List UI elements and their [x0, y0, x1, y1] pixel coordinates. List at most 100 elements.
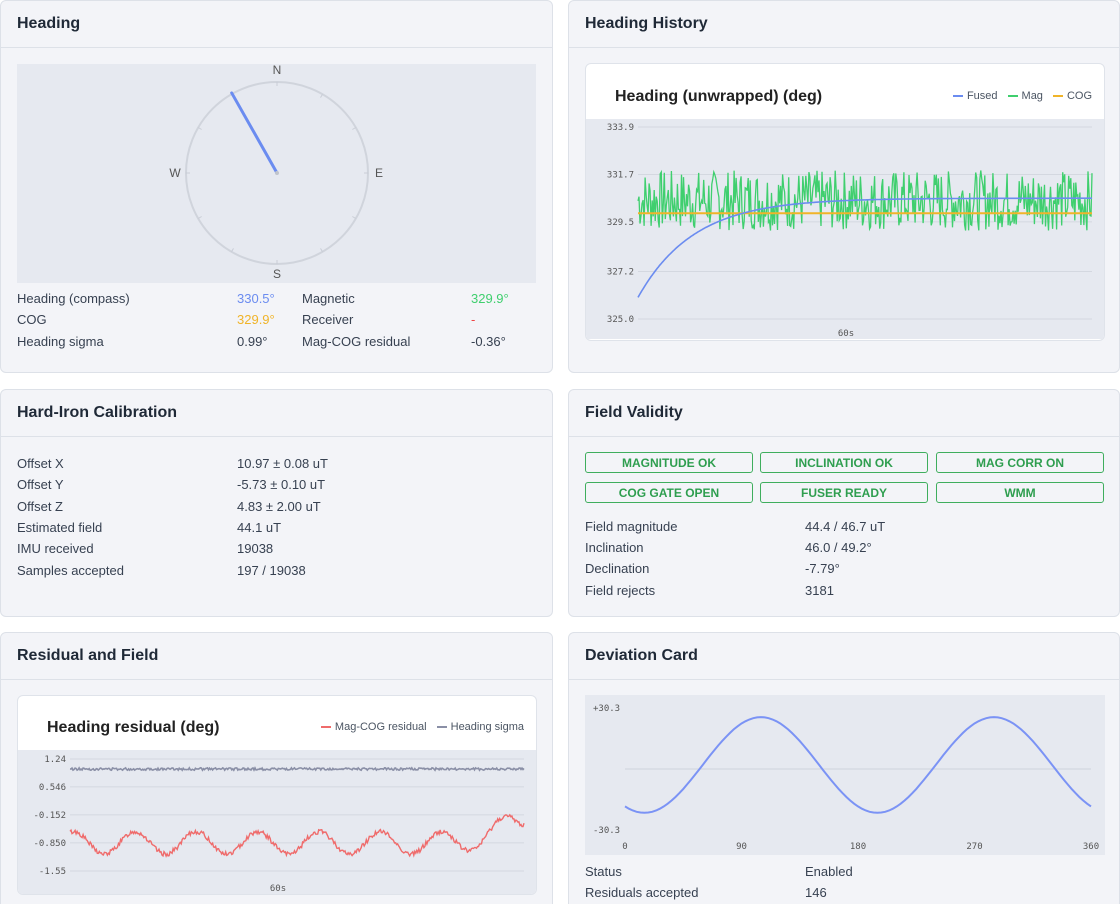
- field-validity-header: Field Validity: [569, 390, 1119, 437]
- badge-inclination-ok: INCLINATION OK: [760, 452, 928, 473]
- residual-chart-title: Heading residual (deg): [47, 719, 220, 736]
- legend-mag-cog-residual-label: Mag-COG residual: [334, 721, 427, 733]
- y-tick-label: -0.152: [33, 811, 66, 821]
- offset-z-label: Offset Z: [17, 499, 63, 514]
- badge-cog-gate-open: COG GATE OPEN: [585, 482, 753, 503]
- compass-tick: [352, 216, 357, 219]
- legend-mag-label: Mag: [1021, 90, 1043, 102]
- compass-tick: [352, 127, 357, 130]
- compass-label-n: N: [273, 64, 282, 77]
- field-magnitude-label: Field magnitude: [585, 519, 678, 534]
- offset-z-value: 4.83 ± 2.00 uT: [237, 499, 321, 514]
- hard-iron-header: Hard-Iron Calibration: [1, 390, 552, 437]
- y-tick-label: -1.55: [39, 867, 66, 877]
- estimated-field-label: Estimated field: [17, 520, 103, 535]
- compass-label-e: E: [375, 166, 383, 180]
- badge-mag-corr-on: MAG CORR ON: [936, 452, 1104, 473]
- legend-cog[interactable]: COG: [1052, 90, 1092, 102]
- residuals-accepted-label: Residuals accepted: [585, 885, 699, 900]
- legend-heading-sigma-label: Heading sigma: [450, 721, 524, 733]
- residual-xlabel: 60s: [270, 884, 286, 894]
- heading-history-plot[interactable]: Heading (unwrapped) (deg) Fused Mag COG …: [585, 63, 1105, 341]
- legend-heading-sigma[interactable]: Heading sigma: [436, 721, 524, 733]
- inclination-value: 46.0 / 49.2°: [805, 540, 872, 555]
- heading-history-chart-title: Heading (unwrapped) (deg): [615, 88, 823, 105]
- deviation-svg[interactable]: +30.3 -30.30 90 180 270 360: [585, 695, 1105, 855]
- x-tick-label: 270: [966, 842, 982, 852]
- receiver-value: -: [471, 312, 476, 327]
- compass-dial: N S E W: [17, 64, 536, 283]
- residual-legend: Mag-COG residual Heading sigma: [320, 721, 524, 733]
- heading-card-title: Heading: [17, 15, 81, 32]
- deviation-plot-bg: [585, 695, 1105, 855]
- cog-label: COG: [17, 312, 47, 327]
- series-deviation-line: [624, 716, 1092, 814]
- imu-received-label: IMU received: [17, 541, 94, 556]
- y-tick-label: -30.3: [593, 826, 620, 836]
- hard-iron-card: Hard-Iron Calibration Offset X 10.97 ± 0…: [0, 389, 553, 617]
- badge-fuser-ready: FUSER READY: [760, 482, 928, 503]
- cog-value: 329.9°: [237, 312, 275, 327]
- legend-mag-cog-residual[interactable]: Mag-COG residual: [320, 721, 427, 733]
- offset-y-value: -5.73 ± 0.10 uT: [237, 477, 326, 492]
- field-validity-title: Field Validity: [585, 404, 683, 421]
- deviation-title: Deviation Card: [585, 647, 698, 664]
- field-rejects-value: 3181: [805, 583, 834, 598]
- residual-plot-bg: [18, 750, 536, 894]
- y-tick-label: 333.9: [607, 123, 634, 133]
- legend-cog-swatch: [1052, 95, 1063, 97]
- offset-x-label: Offset X: [17, 456, 64, 471]
- magnetic-label: Magnetic: [302, 291, 355, 306]
- residual-field-card: Residual and Field Heading residual (deg…: [0, 632, 553, 904]
- heading-sigma-label: Heading sigma: [17, 334, 104, 349]
- heading-compass-label: Heading (compass): [17, 291, 130, 306]
- deviation-status-value: Enabled: [805, 864, 853, 879]
- badge-magnitude-ok: MAGNITUDE OK: [585, 452, 753, 473]
- compass-label-w: W: [169, 166, 181, 180]
- residual-field-header: Residual and Field: [1, 633, 552, 680]
- receiver-label: Receiver: [302, 312, 354, 327]
- series-fused-line: [637, 197, 1092, 298]
- x-tick-label: 180: [850, 842, 866, 852]
- mag-cog-residual-value: -0.36°: [471, 334, 506, 349]
- heading-compass-value: 330.5°: [237, 291, 275, 306]
- badge-wmm: WMM: [936, 482, 1104, 503]
- deviation-card: Deviation Card +30.3 -30.3 0 90 180 270 360 St…: [568, 632, 1120, 904]
- legend-fused-swatch: [952, 95, 963, 97]
- residuals-accepted-value: 146: [805, 885, 827, 900]
- estimated-field-value: 44.1 uT: [237, 520, 282, 535]
- heading-history-title: Heading History: [585, 15, 708, 32]
- heading-sigma-value: 0.99°: [237, 334, 268, 349]
- y-tick-label: 325.0: [607, 315, 634, 325]
- compass-label-s: S: [273, 267, 281, 281]
- compass-tick: [320, 248, 323, 253]
- mag-cog-residual-label: Mag-COG residual: [302, 334, 411, 349]
- hard-iron-title: Hard-Iron Calibration: [17, 404, 178, 421]
- heading-history-svg: 333.9 331.7 329.5 327.2 325.0 60s: [586, 119, 1104, 339]
- heading-history-card: Heading History Heading (unwrapped) (deg…: [568, 0, 1120, 373]
- legend-mag[interactable]: Mag: [1007, 90, 1043, 102]
- heading-history-xlabel: 60s: [838, 329, 854, 339]
- x-tick-label: 90: [736, 842, 747, 852]
- declination-value: -7.79°: [805, 561, 840, 576]
- y-tick-label: 0.546: [39, 783, 66, 793]
- legend-mag-cog-residual-swatch: [320, 726, 331, 728]
- residual-svg: 1.24 0.546 -0.152 -0.850 -1.55 60s: [18, 750, 536, 894]
- residual-plot[interactable]: Heading residual (deg) Mag-COG residual …: [17, 695, 537, 895]
- offset-y-label: Offset Y: [17, 477, 64, 492]
- legend-mag-swatch: [1007, 95, 1018, 97]
- legend-heading-sigma-swatch: [436, 726, 447, 728]
- x-tick-label: 0: [622, 842, 627, 852]
- y-tick-label: -0.850: [33, 839, 66, 849]
- compass-tick: [197, 216, 202, 219]
- legend-cog-label: COG: [1066, 90, 1092, 102]
- heading-card: Heading N S E W Heading (compass) 330.5°…: [0, 0, 553, 373]
- heading-history-header: Heading History: [569, 1, 1119, 48]
- series-mag-line: [637, 169, 1093, 232]
- compass-needle: [230, 91, 279, 175]
- compass-center: [275, 171, 279, 175]
- legend-fused[interactable]: Fused: [952, 90, 998, 102]
- declination-label: Declination: [585, 561, 650, 576]
- samples-accepted-value: 197 / 19038: [237, 563, 306, 578]
- y-tick-label: +30.3: [593, 704, 620, 714]
